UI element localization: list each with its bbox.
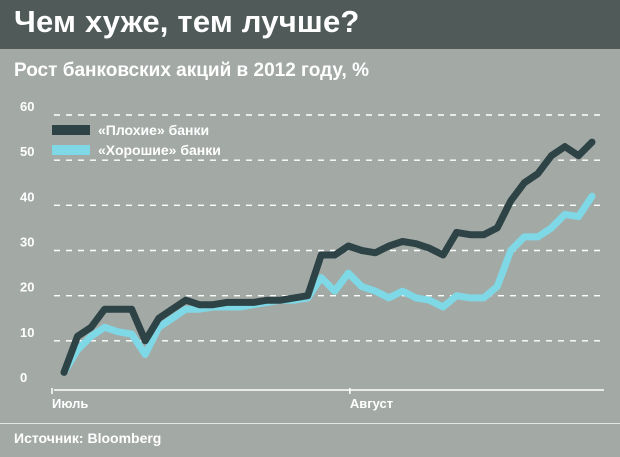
y-tick-label: 0 — [20, 370, 27, 385]
y-axis: 0 10 20 30 40 50 60 — [20, 99, 34, 385]
legend-label: «Хорошие» банки — [98, 142, 221, 158]
x-axis: ИюльАвгустСентябрь — [51, 388, 393, 411]
y-tick-label: 10 — [20, 325, 34, 340]
title-bar: Чем хуже, тем лучше? — [0, 0, 620, 49]
series-line-0 — [60, 138, 596, 376]
series-line-1 — [60, 192, 596, 376]
y-tick-label: 20 — [20, 280, 34, 295]
y-tick-label: 40 — [20, 189, 34, 204]
chart-title: Чем хуже, тем лучше? — [14, 4, 360, 39]
y-tick-label: 50 — [20, 144, 34, 159]
chart-subtitle: Рост банковских акций в 2012 году, % — [14, 60, 369, 81]
legend-label: «Плохие» банки — [98, 122, 209, 138]
y-tick-label: 60 — [20, 99, 34, 114]
y-tick-label: 30 — [20, 235, 34, 250]
source-note: Источник: Bloomberg — [14, 430, 162, 446]
footer-rule — [0, 423, 620, 424]
series-lines — [60, 138, 596, 376]
legend: «Плохие» банки «Хорошие» банки — [52, 122, 221, 158]
legend-swatch — [52, 145, 90, 155]
x-tick-label: Август — [350, 396, 393, 411]
legend-swatch — [52, 125, 90, 135]
x-tick-label: Июль — [52, 396, 88, 411]
